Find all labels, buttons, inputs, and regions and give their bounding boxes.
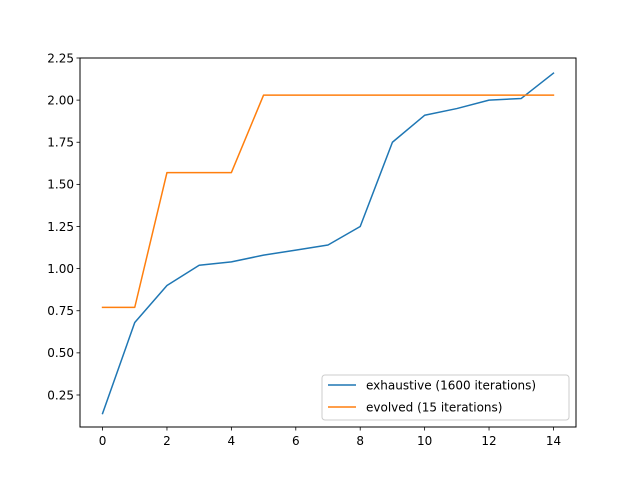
y-tick-label: 0.25 bbox=[47, 388, 74, 402]
series-line-1 bbox=[101, 94, 555, 309]
plot-frame bbox=[79, 57, 577, 428]
legend-label: evolved (15 iterations) bbox=[366, 401, 502, 415]
plot-lines bbox=[101, 72, 555, 415]
y-tick-label: 1.00 bbox=[47, 262, 74, 276]
legend-box bbox=[321, 374, 570, 421]
x-axis: 0 2 4 6 8 10 12 14 bbox=[99, 427, 561, 448]
y-tick-label: 0.75 bbox=[47, 304, 74, 318]
y-tick-label: 2.25 bbox=[47, 51, 74, 65]
x-tick-label: 6 bbox=[292, 434, 300, 448]
y-tick-label: 1.75 bbox=[47, 136, 74, 150]
legend-label: exhaustive (1600 iterations) bbox=[366, 379, 536, 393]
x-tick-label: 8 bbox=[356, 434, 364, 448]
series-line-0 bbox=[101, 72, 555, 415]
x-tick-label: 4 bbox=[228, 434, 236, 448]
y-tick-label: 0.50 bbox=[47, 346, 74, 360]
x-tick-label: 0 bbox=[99, 434, 107, 448]
y-axis: 0.25 0.50 0.75 1.00 1.25 1.50 1.75 2.00 2.25 bbox=[47, 51, 80, 402]
y-tick-label: 1.25 bbox=[47, 220, 74, 234]
y-tick-label: 1.50 bbox=[47, 178, 74, 192]
x-tick-label: 12 bbox=[481, 434, 496, 448]
x-tick-label: 14 bbox=[546, 434, 561, 448]
y-tick-label: 2.00 bbox=[47, 93, 74, 107]
x-tick-label: 10 bbox=[417, 434, 432, 448]
legend: exhaustive (1600 iterations) evolved (15 … bbox=[321, 374, 570, 421]
x-tick-label: 2 bbox=[163, 434, 171, 448]
